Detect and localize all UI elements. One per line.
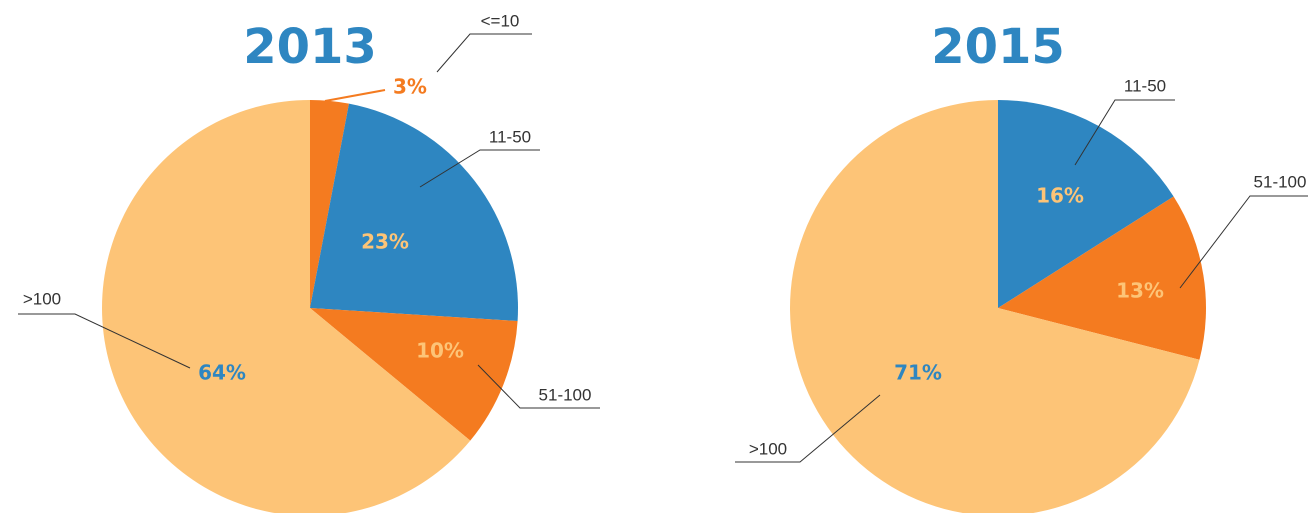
pie-slice bbox=[310, 103, 518, 322]
value-label: 16% bbox=[1036, 184, 1084, 208]
pie-slice bbox=[310, 100, 349, 308]
category-label: 51-100 bbox=[539, 385, 592, 404]
leader-line bbox=[1179, 195, 1308, 289]
value-label: 10% bbox=[416, 339, 464, 363]
leader-line bbox=[1074, 99, 1175, 166]
pie-slice bbox=[310, 308, 518, 441]
chart-title: 2013 bbox=[243, 19, 377, 75]
category-label: 51-100 bbox=[1254, 172, 1307, 191]
category-label: >100 bbox=[749, 439, 787, 458]
category-label: <=10 bbox=[481, 11, 520, 30]
value-label: 64% bbox=[198, 361, 246, 385]
chart-title: 2015 bbox=[931, 19, 1065, 75]
leader-line bbox=[419, 149, 540, 188]
pie-slice bbox=[998, 196, 1206, 360]
leader-line bbox=[18, 313, 191, 369]
value-label: 23% bbox=[361, 230, 409, 254]
category-label: 11-50 bbox=[1124, 76, 1166, 95]
category-label: 11-50 bbox=[489, 127, 531, 146]
value-label: 71% bbox=[894, 361, 942, 385]
value-label: 3% bbox=[393, 75, 427, 99]
pie-slice bbox=[790, 100, 1200, 513]
value-label: 13% bbox=[1116, 279, 1164, 303]
leader-line bbox=[477, 364, 600, 409]
leader-line bbox=[324, 89, 386, 102]
category-label: >100 bbox=[23, 289, 61, 308]
pie-slice bbox=[998, 100, 1174, 308]
pie-slice bbox=[102, 100, 471, 513]
leader-line bbox=[735, 394, 881, 463]
leader-line bbox=[436, 33, 532, 73]
